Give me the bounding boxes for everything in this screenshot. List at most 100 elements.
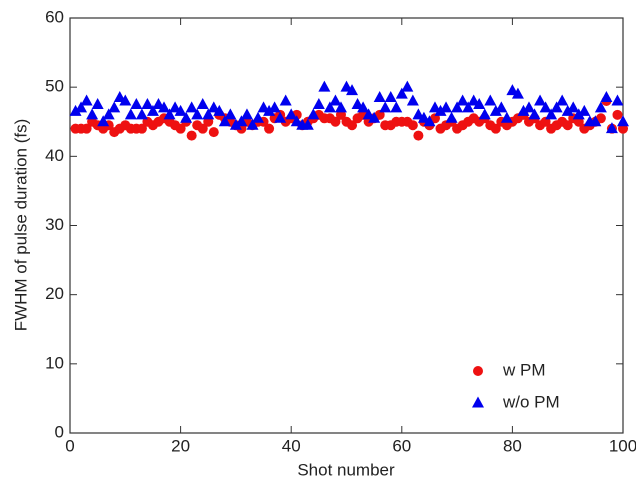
y-tick-label: 10 xyxy=(45,353,64,372)
x-tick-label: 40 xyxy=(282,436,301,455)
data-point xyxy=(196,97,209,109)
data-point xyxy=(301,118,314,130)
data-point xyxy=(595,113,606,124)
data-point xyxy=(330,116,341,127)
data-point xyxy=(511,87,524,99)
data-point xyxy=(174,104,187,116)
data-point xyxy=(158,101,171,113)
data-point xyxy=(191,108,204,120)
data-point xyxy=(97,115,110,127)
data-point xyxy=(611,94,624,106)
legend-marker xyxy=(472,396,484,408)
x-tick-label: 20 xyxy=(171,436,190,455)
data-point xyxy=(379,101,392,113)
data-point xyxy=(175,123,186,134)
y-tick-label: 30 xyxy=(45,215,64,234)
data-point xyxy=(612,109,623,120)
data-point xyxy=(252,111,265,123)
data-point xyxy=(534,94,547,106)
data-point xyxy=(539,101,552,113)
data-point xyxy=(478,108,491,120)
data-point xyxy=(69,104,82,116)
y-tick-label: 50 xyxy=(45,77,64,96)
data-point xyxy=(390,101,403,113)
data-point xyxy=(401,80,414,92)
data-point xyxy=(407,120,418,131)
data-point xyxy=(323,101,336,113)
data-point xyxy=(346,84,359,96)
y-axis-label: FWHM of pulse duration (fs) xyxy=(11,119,30,332)
data-point xyxy=(368,111,381,123)
x-tick-label: 0 xyxy=(65,436,74,455)
data-point xyxy=(357,101,370,113)
data-point xyxy=(268,101,281,113)
data-point xyxy=(180,111,193,123)
data-point xyxy=(86,108,99,120)
y-tick-label: 40 xyxy=(45,146,64,165)
data-point xyxy=(562,120,573,131)
y-tick-label: 20 xyxy=(45,284,64,303)
data-point xyxy=(484,94,497,106)
data-point xyxy=(246,118,259,130)
data-point xyxy=(434,104,447,116)
data-point xyxy=(406,94,419,106)
data-point xyxy=(264,123,275,134)
data-point xyxy=(285,108,298,120)
data-point xyxy=(163,108,176,120)
data-point xyxy=(329,94,342,106)
data-point xyxy=(556,94,569,106)
data-point xyxy=(91,97,104,109)
data-point xyxy=(489,104,502,116)
data-point xyxy=(235,115,248,127)
data-point xyxy=(202,108,215,120)
data-point xyxy=(186,130,197,141)
data-point xyxy=(218,115,231,127)
data-point xyxy=(617,115,629,127)
data-point xyxy=(594,101,607,113)
x-tick-label: 100 xyxy=(609,436,636,455)
y-tick-label: 0 xyxy=(55,422,64,441)
data-point xyxy=(279,94,292,106)
data-point xyxy=(440,101,453,113)
data-point xyxy=(130,97,143,109)
data-point xyxy=(545,108,558,120)
legend-label: w PM xyxy=(502,360,546,379)
data-point xyxy=(445,111,458,123)
y-tick-label: 60 xyxy=(45,7,64,26)
data-point xyxy=(462,101,475,113)
x-axis-label: Shot number xyxy=(297,460,395,479)
x-tick-label: 60 xyxy=(392,436,411,455)
data-point xyxy=(473,97,486,109)
data-point xyxy=(517,104,530,116)
data-point xyxy=(224,108,237,120)
data-point xyxy=(600,91,613,103)
data-point xyxy=(80,94,93,106)
data-point xyxy=(312,97,325,109)
data-point xyxy=(229,118,242,130)
data-point xyxy=(318,80,331,92)
data-point xyxy=(423,115,436,127)
data-point xyxy=(146,104,159,116)
data-point xyxy=(384,91,397,103)
data-point xyxy=(119,94,132,106)
data-point xyxy=(307,108,320,120)
x-tick-label: 80 xyxy=(503,436,522,455)
data-point xyxy=(81,123,92,134)
data-point xyxy=(413,130,424,141)
data-point xyxy=(456,94,469,106)
data-point xyxy=(578,104,591,116)
data-point xyxy=(347,120,358,131)
data-point xyxy=(263,104,276,116)
data-point xyxy=(589,115,602,127)
data-point xyxy=(561,104,574,116)
data-point xyxy=(240,108,253,120)
data-point xyxy=(141,97,154,109)
data-point xyxy=(136,123,147,134)
data-point xyxy=(528,108,541,120)
data-point xyxy=(495,101,508,113)
data-point xyxy=(451,101,464,113)
data-point xyxy=(373,91,386,103)
data-point xyxy=(395,87,408,99)
data-point xyxy=(500,111,513,123)
